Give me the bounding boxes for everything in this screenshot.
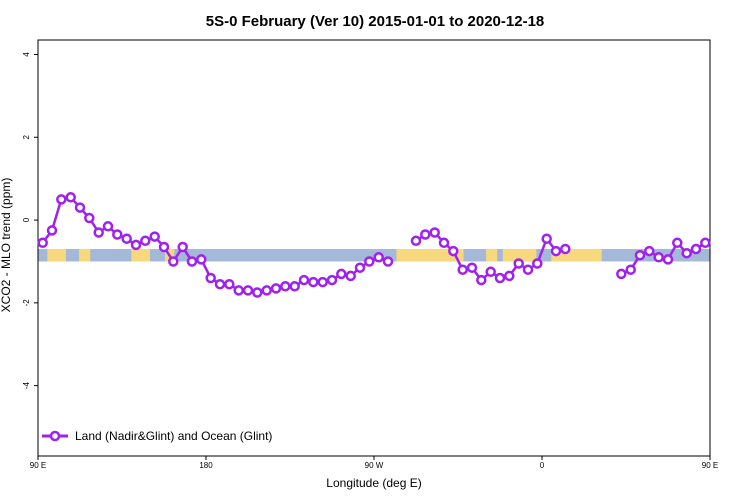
land-band-segment [131,249,150,262]
data-point [130,239,142,251]
data-point [84,212,95,224]
data-point [270,283,282,294]
data-point [280,281,291,292]
data-point [46,225,58,236]
data-point [177,241,188,253]
y-axis: 4 2 0 -2 -4 [22,52,38,389]
data-point [121,233,132,244]
land-band-segment [396,249,464,262]
data-point [700,237,711,249]
y-tick-label: -2 [22,299,31,307]
y-tick-label: 0 [22,217,31,222]
data-point [298,274,310,286]
data-point [354,262,366,273]
data-point [690,243,702,255]
data-point [205,272,216,284]
data-point [336,268,347,280]
data-point [93,227,104,238]
x-axis: 90 E 180 90 W 0 90 E [30,456,718,470]
legend-label: Land (Nadir&Glint) and Ocean (Glint) [75,429,272,443]
data-point [550,245,562,257]
data-point [233,285,244,296]
legend: Land (Nadir&Glint) and Ocean (Glint) [42,429,272,443]
x-tick-label: 90 E [702,461,718,470]
data-point [429,227,440,238]
data-point [242,285,254,296]
data-point [224,278,235,290]
data-point [308,276,319,288]
data-point [541,233,552,244]
data-point [504,270,515,282]
data-point [560,243,571,255]
data-point [662,254,674,265]
series [37,192,711,298]
data-point [214,278,226,290]
data-point [616,268,627,280]
land-band-segment [502,249,537,262]
data-point [345,270,356,282]
data-point [420,229,431,240]
data-point [364,256,375,267]
data-point [140,235,151,247]
data-point [681,247,692,259]
data-point [37,237,48,249]
y-axis-label: XCO2 - MLO trend (ppm) [0,178,13,313]
x-tick-label: 90 E [30,461,46,470]
x-axis-label: Longitude (deg E) [326,476,421,490]
x-tick-label: 0 [540,461,545,470]
data-point [186,256,198,267]
legend-marker [49,430,61,442]
land-band-segment [486,249,498,262]
data-point [289,281,300,292]
y-tick-label: -4 [22,382,31,390]
x-tick-label: 180 [199,461,213,470]
data-point [634,249,646,261]
data-point [438,237,450,249]
data-point [476,274,487,286]
data-point [102,221,114,232]
data-point [74,202,86,213]
land-band-segment [47,249,66,262]
data-point [252,287,263,298]
data-point [65,192,76,203]
data-point [149,231,160,242]
data-point [56,194,67,205]
data-point [625,264,636,275]
data-point [112,229,123,240]
data-point [373,252,384,263]
data-point [317,276,328,288]
x-tick-label: 90 W [365,461,384,470]
data-point [410,235,422,247]
data-point [532,258,543,269]
y-tick-label: 2 [22,135,31,140]
data-point [448,245,459,257]
data-point [326,274,338,286]
data-point [158,241,170,253]
land-band-segment [79,249,91,262]
y-tick-label: 4 [22,52,31,57]
data-point [513,258,524,269]
data-point [644,245,655,257]
data-point [261,285,272,296]
data-point [196,254,207,265]
data-point [168,256,179,267]
data-point [382,256,394,267]
data-point [457,264,468,275]
data-point [485,266,496,278]
data-point [522,264,534,275]
chart-title: 5S-0 February (Ver 10) 2015-01-01 to 202… [206,13,545,30]
data-point [653,252,664,263]
data-point [672,237,683,249]
data-point [494,272,506,284]
data-point [466,262,478,273]
